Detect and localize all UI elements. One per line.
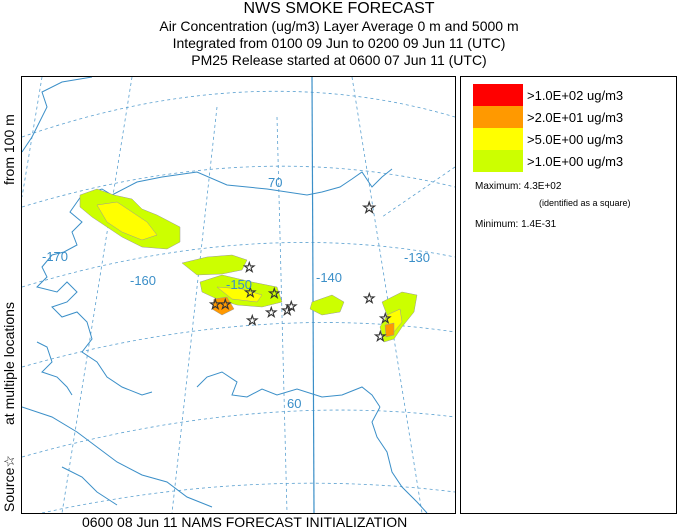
multiple-locations-label: at multiple locations (1, 302, 17, 425)
map-title: NWS SMOKE FORECAST (243, 0, 435, 17)
legend-label: >1.0E+00 ug/m3 (527, 153, 624, 169)
coastline (22, 77, 428, 513)
graticule-lines (22, 77, 455, 513)
maximum-note: (identified as a square) (539, 198, 631, 208)
release-height-label: from 100 m (1, 114, 17, 185)
forecast-initialization: 0600 08 Jun 11 NAMS FORECAST INITIALIZAT… (82, 514, 408, 530)
lon-label-170: -170 (42, 249, 68, 264)
source-star-icon: ☆ (246, 312, 259, 328)
plume-east-hotspot (384, 322, 395, 338)
lat-label-70: 70 (268, 175, 282, 190)
source-star-icon: ☆ (244, 284, 257, 300)
plume-central-core (216, 286, 263, 303)
plume-central-hotspot (211, 296, 235, 316)
minimum-value: Minimum: 1.4E-31 (475, 219, 557, 230)
plume-northwest-core (96, 201, 158, 241)
plume-east-small (309, 294, 345, 316)
map-canvas: ☆ ☆ ☆ ☆ ☆ ☆ ☆ ☆ ☆ ☆ ☆ ☆ ☆ -170 -160 -150… (22, 77, 455, 513)
legend-swatch (473, 84, 523, 106)
integration-period: Integrated from 0100 09 Jun to 0200 09 J… (172, 35, 506, 51)
lon-label-140: -140 (316, 270, 342, 285)
plume-central-north (181, 254, 248, 276)
source-star-icon: ☆ (268, 285, 281, 301)
source-star-icon: ☆ (362, 200, 376, 217)
lon-label-130: -130 (404, 250, 430, 265)
legend-panel: >1.0E+02 ug/m3 >2.0E+01 ug/m3 >5.0E+00 u… (460, 76, 677, 514)
legend-item: >5.0E+00 ug/m3 (473, 128, 623, 150)
smoke-plumes (79, 188, 418, 343)
source-label: Source☆ (1, 455, 17, 512)
source-markers: ☆ ☆ ☆ ☆ ☆ ☆ ☆ ☆ ☆ ☆ ☆ ☆ ☆ (209, 200, 392, 345)
legend-swatch (473, 128, 523, 150)
source-star-icon: ☆ (281, 302, 294, 318)
maximum-value: Maximum: 4.3E+02 (475, 181, 562, 192)
lon-label-160: -160 (130, 273, 156, 288)
legend-item: >2.0E+01 ug/m3 (473, 106, 623, 128)
legend-label: >2.0E+01 ug/m3 (527, 109, 624, 125)
release-start: PM25 Release started at 0600 07 Jun 11 (… (191, 52, 487, 68)
legend-item: >1.0E+00 ug/m3 (473, 150, 623, 172)
source-star-icon: ☆ (209, 296, 222, 312)
source-star-icon: ☆ (219, 296, 232, 312)
source-description: Source☆ at multiple locations from 100 m (1, 80, 19, 512)
source-star-icon: ☆ (265, 304, 278, 320)
lon-label-150: -150 (226, 277, 252, 292)
legend-swatch (473, 150, 523, 172)
legend-item: >1.0E+02 ug/m3 (473, 84, 623, 106)
source-star-icon: ☆ (374, 328, 387, 344)
smoke-map[interactable]: ☆ ☆ ☆ ☆ ☆ ☆ ☆ ☆ ☆ ☆ ☆ ☆ ☆ -170 -160 -150… (21, 76, 456, 514)
legend-label: >5.0E+00 ug/m3 (527, 131, 624, 147)
source-star-icon: ☆ (285, 298, 298, 314)
legend-swatch (473, 106, 523, 128)
source-star-icon: ☆ (379, 310, 392, 326)
concentration-subtitle: Air Concentration (ug/m3) Layer Average … (159, 18, 519, 34)
lat-label-60: 60 (287, 396, 301, 411)
source-star-icon: ☆ (243, 259, 256, 275)
source-star-icon: ☆ (363, 290, 376, 306)
legend-label: >1.0E+02 ug/m3 (527, 87, 624, 103)
